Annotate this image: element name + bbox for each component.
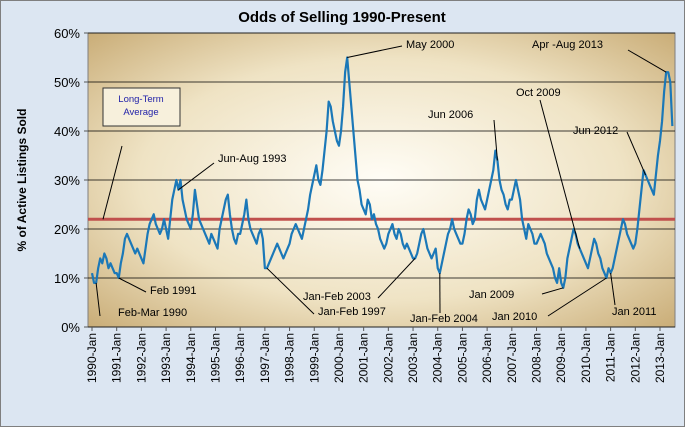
y-tick-label: 20% <box>54 222 80 237</box>
annotation-text: Apr -Aug 2013 <box>532 39 603 51</box>
x-tick-label: 2006-Jan <box>480 333 494 383</box>
x-tick-label: 2005-Jan <box>455 333 469 383</box>
x-tick-label: 2011-Jan <box>604 333 618 382</box>
x-tick-label: 1999-Jan <box>307 333 321 383</box>
annotation-text: Jan 2011 <box>612 306 656 318</box>
x-tick-label: 1996-Jan <box>233 333 247 383</box>
y-tick-label: 50% <box>54 75 80 90</box>
x-tick-label: 2007-Jan <box>505 333 519 383</box>
y-axis-label: % of Active Listings Sold <box>15 109 29 252</box>
x-tick-label: 1994-Jan <box>184 333 198 383</box>
x-tick-label: 1995-Jan <box>208 333 222 383</box>
chart-title: Odds of Selling 1990-Present <box>238 9 446 26</box>
x-tick-label: 2012-Jan <box>628 333 642 383</box>
x-tick-label: 2004-Jan <box>431 333 445 383</box>
x-tick-label: 2009-Jan <box>554 333 568 383</box>
y-tick-label: 0% <box>61 320 80 335</box>
annotation-text: Feb-Mar 1990 <box>118 307 187 319</box>
annotation-text: Jun-Aug 1993 <box>218 153 287 165</box>
y-tick-label: 30% <box>54 173 80 188</box>
x-tick-label: 1997-Jan <box>258 333 272 383</box>
annotation-text: Feb 1991 <box>150 285 196 297</box>
annotation-text: Jun 2006 <box>428 109 473 121</box>
x-tick-label: 2001-Jan <box>357 333 371 383</box>
x-tick-label: 1992-Jan <box>134 333 148 383</box>
annotation-text: Jan 2010 <box>492 311 537 323</box>
x-tick-label: 2003-Jan <box>406 333 420 383</box>
annotation-text: Jan-Feb 1997 <box>318 306 386 318</box>
annotation-text: Jun 2012 <box>573 125 618 137</box>
x-tick-label: 1991-Jan <box>110 333 124 383</box>
x-tick-label: 1998-Jan <box>283 333 297 383</box>
annotation-text: Jan-Feb 2003 <box>303 291 371 303</box>
x-tick-label: 2010-Jan <box>579 333 593 383</box>
x-tick-label: 2008-Jan <box>530 333 544 383</box>
x-tick-label: 2013-Jan <box>653 333 667 383</box>
x-tick-label: 2002-Jan <box>381 333 395 383</box>
x-tick-label: 1990-Jan <box>85 333 99 383</box>
annotation-text: Oct 2009 <box>516 87 561 99</box>
y-tick-label: 10% <box>54 271 80 286</box>
annotation-text: May 2000 <box>406 39 454 51</box>
x-tick-label: 2000-Jan <box>332 333 346 383</box>
y-tick-label: 40% <box>54 124 80 139</box>
y-tick-label: 60% <box>54 26 80 41</box>
annotation-text: Jan 2009 <box>469 289 514 301</box>
annotation-text: Jan-Feb 2004 <box>410 313 478 325</box>
x-tick-label: 1993-Jan <box>159 333 173 383</box>
